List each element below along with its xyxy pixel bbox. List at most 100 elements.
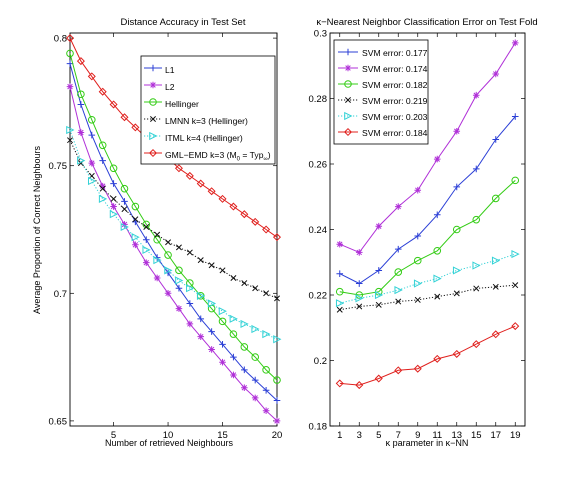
data-point bbox=[99, 185, 106, 192]
data-point bbox=[109, 210, 118, 219]
data-point bbox=[196, 291, 206, 300]
data-point bbox=[492, 136, 500, 143]
legend-label: Hellinger bbox=[165, 99, 199, 109]
y-tick-label: 0.22 bbox=[309, 291, 328, 302]
legend-label: SVM error: 0.203 bbox=[362, 112, 428, 122]
data-point bbox=[251, 376, 259, 384]
data-point bbox=[175, 305, 183, 312]
series-4 bbox=[66, 125, 282, 344]
data-point bbox=[472, 91, 480, 99]
data-point bbox=[414, 232, 422, 240]
series-0 bbox=[66, 60, 281, 404]
data-point bbox=[77, 101, 85, 108]
axis-ticks: 1 3 5 7 9 11 13 15 17 190.180.20.220.240.260.280.… bbox=[309, 29, 525, 441]
x-tick-label: 15 bbox=[217, 430, 228, 441]
legend: SVM error: 0.177 SVM error: 0.174 SVM er… bbox=[333, 39, 429, 145]
x-axis-label: κ parameter in κ−NN bbox=[386, 438, 469, 448]
data-point bbox=[186, 320, 194, 328]
legend-marker bbox=[345, 97, 351, 103]
legend-label: SVM error: 0.184 bbox=[362, 128, 428, 138]
data-point bbox=[218, 307, 227, 316]
data-point bbox=[87, 115, 96, 124]
data-point bbox=[394, 285, 403, 295]
data-point bbox=[164, 251, 172, 259]
legend-label: L2 bbox=[165, 82, 175, 92]
data-point bbox=[208, 346, 215, 353]
y-tick-label: 0.24 bbox=[309, 225, 328, 236]
data-point bbox=[185, 171, 194, 180]
data-point bbox=[76, 57, 85, 66]
data-point bbox=[66, 125, 75, 135]
data-point bbox=[229, 314, 238, 323]
data-point bbox=[433, 211, 441, 219]
series-5 bbox=[335, 322, 520, 390]
data-point bbox=[394, 366, 403, 375]
data-point bbox=[186, 284, 195, 293]
data-point bbox=[262, 225, 271, 234]
data-point bbox=[186, 300, 194, 307]
y-tick-label: 0.2 bbox=[314, 356, 327, 367]
data-point bbox=[153, 235, 161, 244]
data-point bbox=[98, 87, 107, 96]
legend-marker bbox=[344, 80, 352, 88]
data-point bbox=[452, 266, 462, 275]
x-tick-label: 1 bbox=[337, 430, 342, 441]
data-point bbox=[109, 100, 118, 109]
y-tick-label: 0.3 bbox=[314, 29, 327, 40]
data-point bbox=[175, 276, 184, 285]
x-tick-label: 3 bbox=[357, 430, 362, 441]
data-point bbox=[197, 315, 205, 323]
data-point bbox=[175, 266, 183, 275]
data-point bbox=[262, 366, 270, 374]
data-point bbox=[452, 349, 461, 358]
data-point bbox=[491, 256, 501, 265]
x-tick-label: 10 bbox=[163, 430, 174, 441]
data-point bbox=[98, 141, 107, 150]
legend-label: SVM error: 0.177 bbox=[362, 48, 428, 58]
data-point bbox=[175, 284, 183, 292]
data-point bbox=[131, 233, 140, 242]
data-point bbox=[394, 245, 402, 253]
data-point bbox=[165, 239, 172, 246]
data-point bbox=[241, 384, 248, 392]
data-point bbox=[98, 194, 108, 203]
data-point bbox=[77, 129, 85, 136]
data-point bbox=[472, 165, 480, 173]
data-point bbox=[186, 249, 193, 256]
data-point bbox=[110, 180, 117, 187]
data-point bbox=[433, 354, 442, 363]
series-line bbox=[69, 129, 278, 340]
data-point bbox=[142, 220, 151, 229]
legend-marker bbox=[149, 131, 158, 141]
series-line bbox=[339, 42, 516, 254]
data-point bbox=[472, 340, 481, 349]
data-point bbox=[511, 113, 519, 120]
legend-marker bbox=[150, 116, 156, 122]
data-point bbox=[110, 195, 117, 202]
legend-label: L1 bbox=[165, 65, 175, 75]
data-point bbox=[175, 244, 182, 251]
data-point bbox=[251, 353, 260, 361]
series-1 bbox=[336, 39, 519, 256]
data-point bbox=[336, 270, 344, 278]
data-point bbox=[374, 290, 384, 300]
x-tick-label: 5 bbox=[376, 430, 381, 441]
data-point bbox=[335, 299, 345, 308]
data-point bbox=[66, 60, 74, 67]
y-tick-label: 0.7 bbox=[54, 289, 67, 300]
data-point bbox=[164, 289, 172, 297]
legend-label: ITML k=4 (Hellinger) bbox=[165, 133, 243, 143]
data-point bbox=[511, 249, 520, 259]
legend-label-part: ) bbox=[268, 150, 271, 160]
data-point bbox=[207, 299, 217, 308]
data-point bbox=[263, 290, 270, 297]
data-point bbox=[142, 245, 151, 255]
data-point bbox=[472, 261, 481, 270]
legend-label: GML−EMD k=3 (M0 = Typ∞) bbox=[165, 150, 271, 163]
series-line bbox=[339, 253, 516, 304]
data-point bbox=[262, 407, 270, 414]
data-point bbox=[240, 319, 249, 329]
y-tick-label: 0.26 bbox=[309, 160, 328, 171]
data-point bbox=[218, 194, 227, 203]
data-point bbox=[433, 274, 442, 283]
